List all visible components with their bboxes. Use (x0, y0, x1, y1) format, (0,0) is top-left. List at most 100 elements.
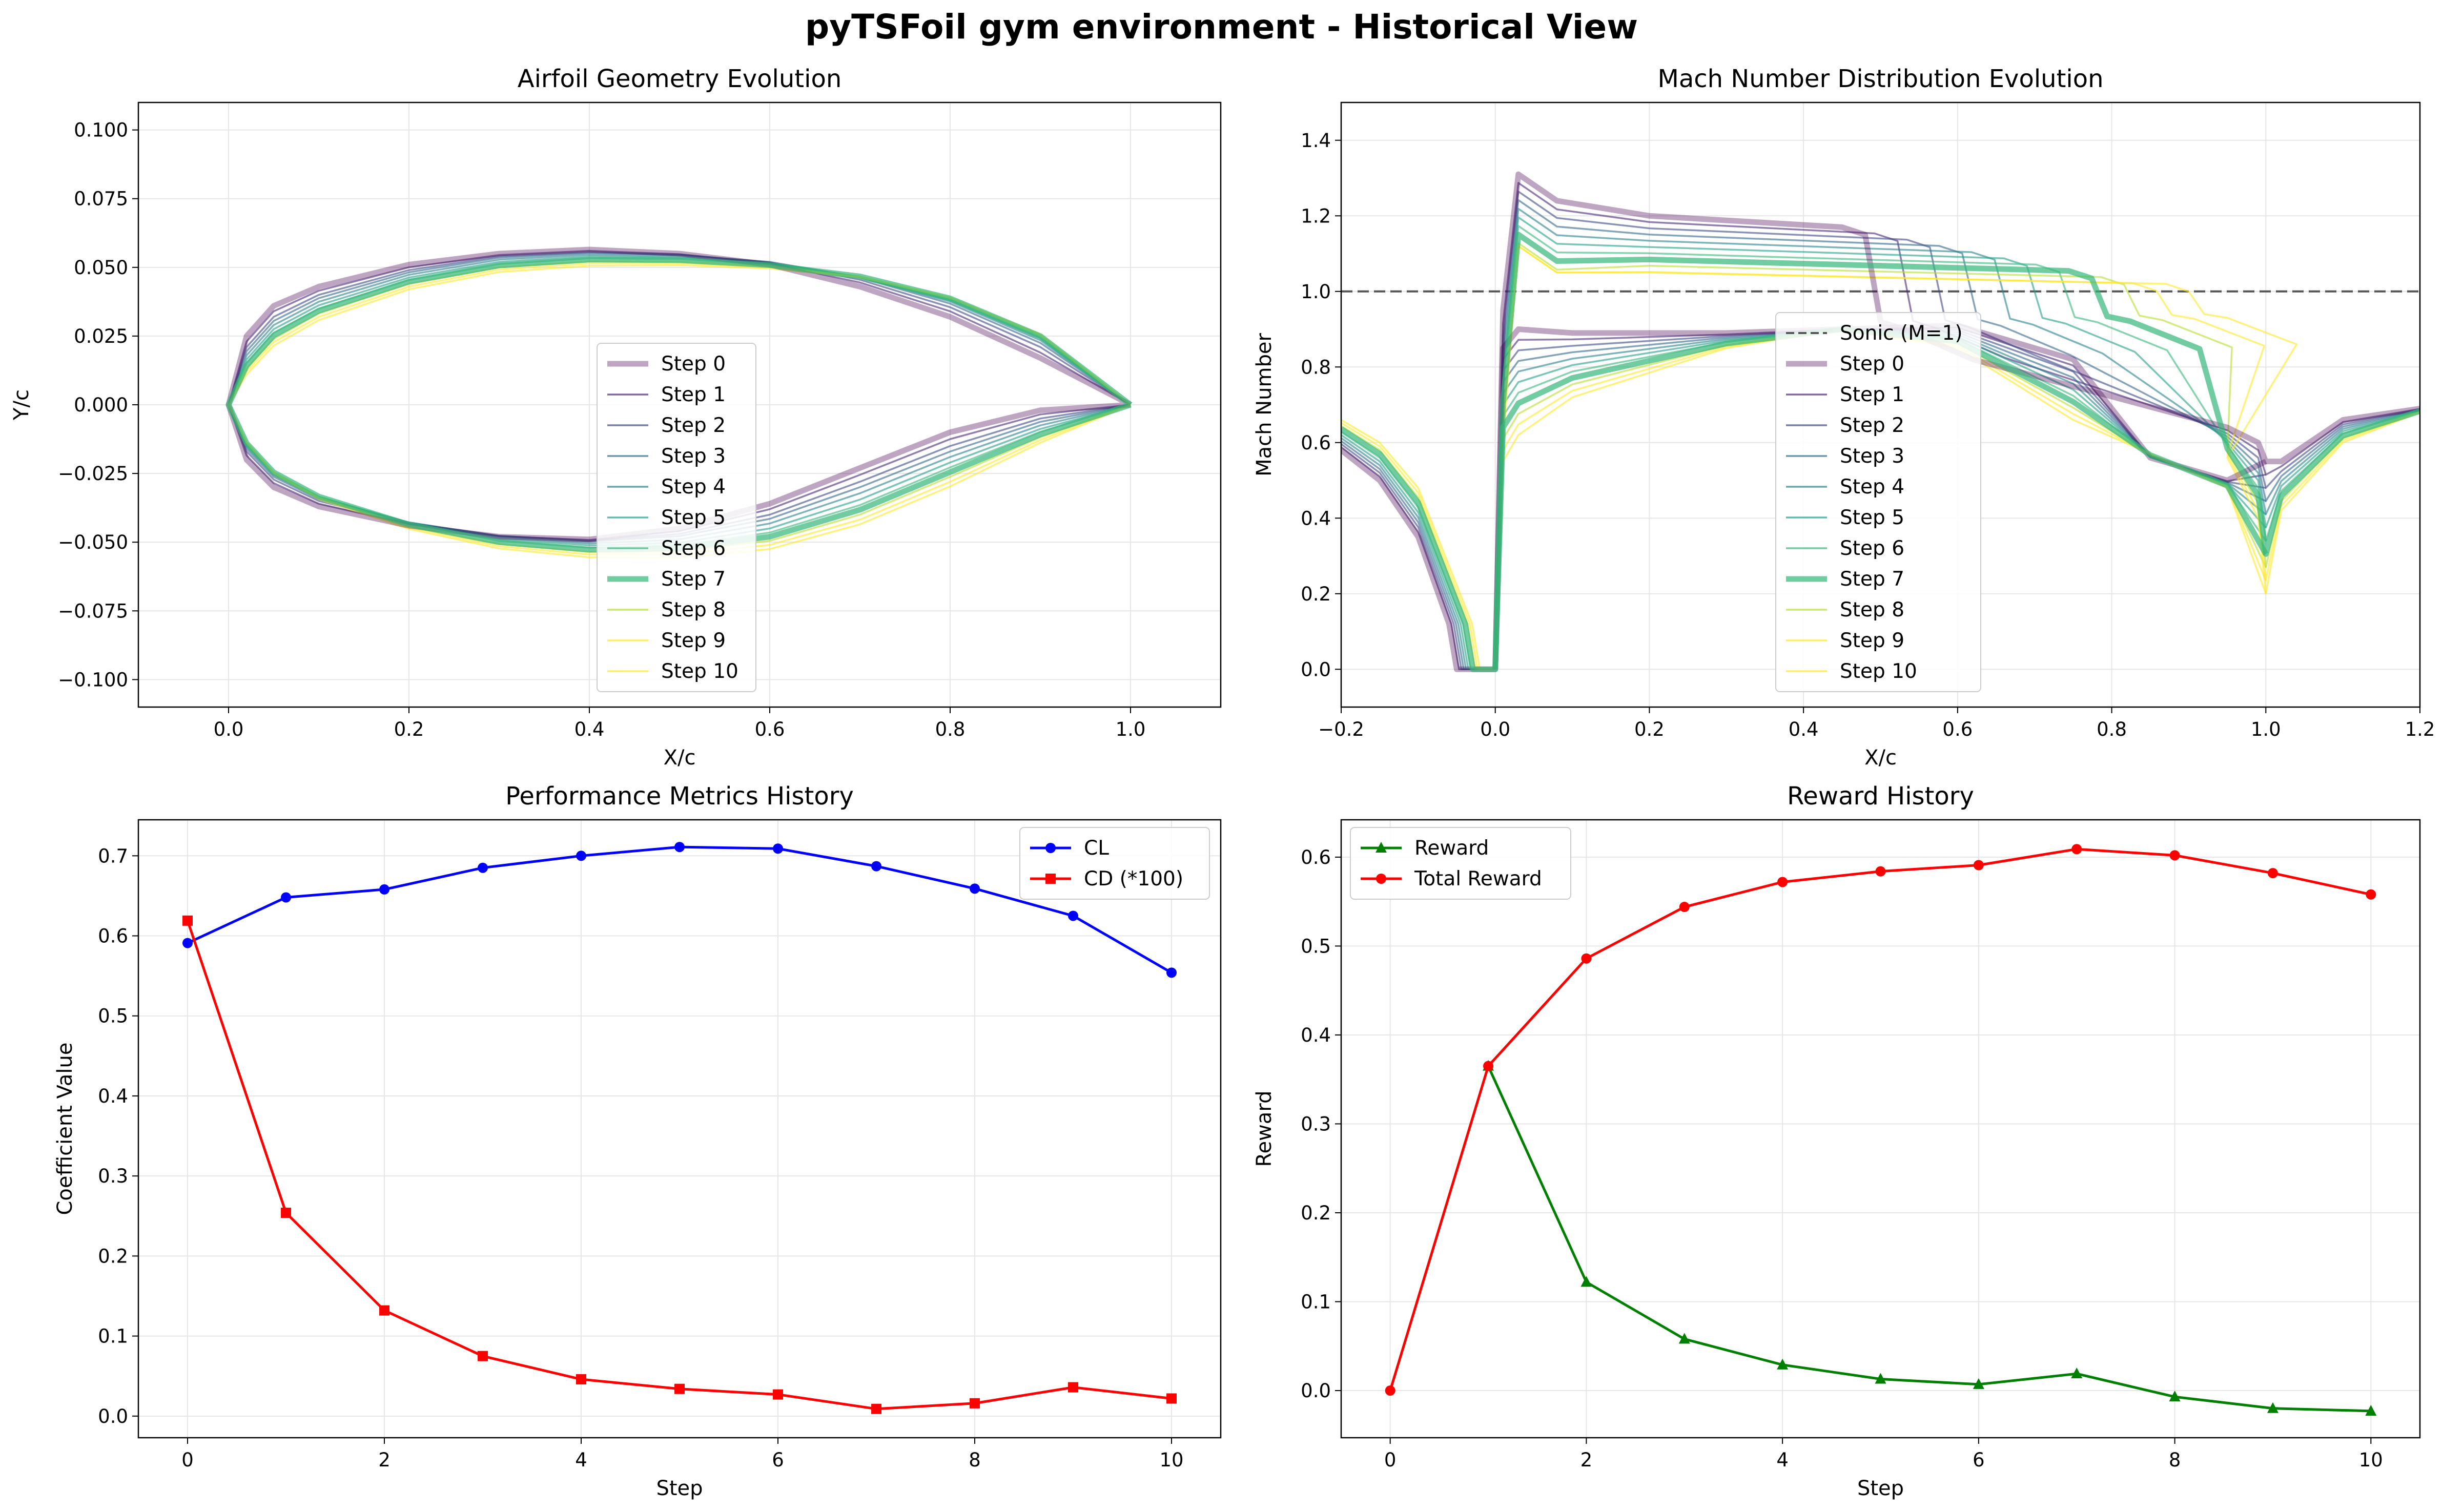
data-point (2071, 844, 2082, 855)
x-tick-label: 6 (772, 1449, 784, 1471)
y-axis-label: Mach Number (1253, 333, 1276, 477)
legend-label: Step 8 (1840, 598, 1904, 622)
y-tick-label: 0.2 (1301, 1202, 1331, 1224)
mach-step-0-upper (1341, 171, 2420, 672)
x-axis-label: X/c (664, 746, 696, 770)
y-tick-label: 1.0 (1301, 281, 1331, 303)
data-point (1068, 1382, 1078, 1393)
x-axis-label: Step (1857, 1477, 1904, 1500)
legend-label: Step 6 (661, 537, 726, 560)
y-tick-label: 1.2 (1301, 205, 1331, 227)
y-tick-label: 0.5 (1301, 935, 1331, 957)
legend-label: Total Reward (1414, 867, 1542, 890)
x-tick-label: −0.2 (1318, 718, 1364, 740)
data-point (773, 1389, 783, 1400)
y-tick-label: 0.0 (1301, 658, 1331, 680)
y-tick-label: −0.050 (58, 531, 128, 553)
y-tick-label: 0.0 (98, 1405, 128, 1427)
y-tick-label: 0.1 (1301, 1291, 1331, 1313)
legend-label: Step 5 (1840, 506, 1904, 529)
legend: Step 0 Step 1 Step 2 Step 3 Step 4 Step 5 Step… (597, 343, 756, 692)
data-point (576, 851, 586, 861)
y-axis-label: Coefficient Value (53, 1043, 77, 1215)
x-tick-label: 0 (1384, 1449, 1397, 1471)
legend-label: Sonic (M=1) (1840, 322, 1963, 345)
y-tick-label: 0.4 (98, 1085, 128, 1107)
legend-label: Step 1 (1840, 383, 1904, 406)
y-axis-label: Y/c (10, 389, 33, 421)
legend-label: Step 9 (661, 629, 726, 652)
x-tick-label: 0.8 (935, 718, 966, 740)
plot-title: Mach Number Distribution Evolution (1657, 65, 2103, 93)
x-tick-label: 2 (1580, 1449, 1593, 1471)
y-tick-label: 0.1 (98, 1325, 128, 1348)
x-tick-label: 0.2 (394, 718, 424, 740)
performance-plot: 0 2 4 6 8 10 0.0 0.1 0.2 0.3 0.4 0.5 0.6 0.7 Performan… (53, 782, 1222, 1500)
series-reward (1483, 1060, 2377, 1416)
y-tick-label: 0.5 (98, 1005, 128, 1027)
data-point (773, 843, 783, 854)
mach-step-3-upper (1341, 199, 2420, 671)
x-tick-label: 0.4 (574, 718, 605, 740)
x-tick-label: 0.0 (1480, 718, 1510, 740)
mach-series (1341, 171, 2420, 672)
legend-label: Step 10 (661, 660, 738, 683)
x-tick-label: 4 (575, 1449, 587, 1471)
data-point (1045, 874, 1056, 884)
x-tick-label: 0.6 (1942, 718, 1973, 740)
y-tick-label: 0.2 (98, 1245, 128, 1267)
y-tick-label: 0.075 (74, 188, 128, 210)
y-tick-label: 0.050 (74, 257, 128, 279)
data-point (2169, 850, 2180, 861)
grid-lines (1341, 820, 2420, 1438)
x-axis-label: X/c (1864, 746, 1897, 770)
x-tick-label: 1.0 (1116, 718, 1146, 740)
y-tick-label: −0.075 (58, 600, 128, 622)
legend-label: Step 10 (1840, 660, 1917, 683)
legend: Sonic (M=1) Step 0 Step 1 Step 2 Step 3 Step … (1775, 312, 1981, 692)
data-point (1679, 902, 1690, 913)
x-tick-label: 0.6 (755, 718, 785, 740)
x-tick-label: 0.2 (1634, 718, 1665, 740)
y-tick-label: 1.4 (1301, 130, 1331, 152)
x-tick-label: 0.8 (2097, 718, 2127, 740)
y-tick-label: 0.0 (1301, 1380, 1331, 1402)
data-point (182, 938, 193, 948)
data-point (379, 884, 389, 895)
x-tick-label: 8 (2169, 1449, 2181, 1471)
airfoil-step-7 (225, 257, 1133, 553)
legend-label: Step 4 (1840, 475, 1904, 499)
data-point (1875, 1373, 1886, 1384)
y-tick-label: 0.6 (98, 925, 128, 947)
x-tick-label: 6 (1973, 1449, 1985, 1471)
series-line (1487, 1065, 2371, 1413)
data-point (970, 1398, 980, 1409)
data-point (1045, 843, 1056, 853)
x-tick-label: 4 (1776, 1449, 1789, 1471)
x-axis-label: Step (656, 1477, 703, 1500)
y-tick-label: 0.6 (1301, 846, 1331, 868)
plot-title: Reward History (1787, 782, 1974, 811)
legend-label: Step 7 (1840, 568, 1904, 591)
axes-frame (1340, 819, 2421, 1439)
y-tick-label: 0.2 (1301, 583, 1331, 605)
data-point (576, 1374, 586, 1384)
legend-label: Step 3 (1840, 445, 1904, 468)
data-point (2366, 889, 2376, 900)
x-tick-label: 10 (2359, 1449, 2383, 1471)
x-tick-label: 8 (969, 1449, 981, 1471)
mach-step-2-upper (1341, 191, 2420, 671)
y-tick-label: 0.7 (98, 845, 128, 867)
data-point (2365, 1404, 2377, 1416)
legend-label: Step 5 (661, 506, 726, 529)
legend: CL CD (*100) (1019, 827, 1210, 900)
axes-frame (137, 101, 1222, 708)
x-tick-label: 0 (181, 1449, 194, 1471)
data-point (2169, 1391, 2181, 1402)
legend-box (1350, 827, 1571, 900)
data-point (2267, 868, 2278, 879)
series-cd (182, 915, 1177, 1414)
y-tick-label: −0.100 (58, 669, 128, 691)
data-point (871, 1403, 881, 1414)
y-tick-label: 0.025 (74, 325, 128, 347)
